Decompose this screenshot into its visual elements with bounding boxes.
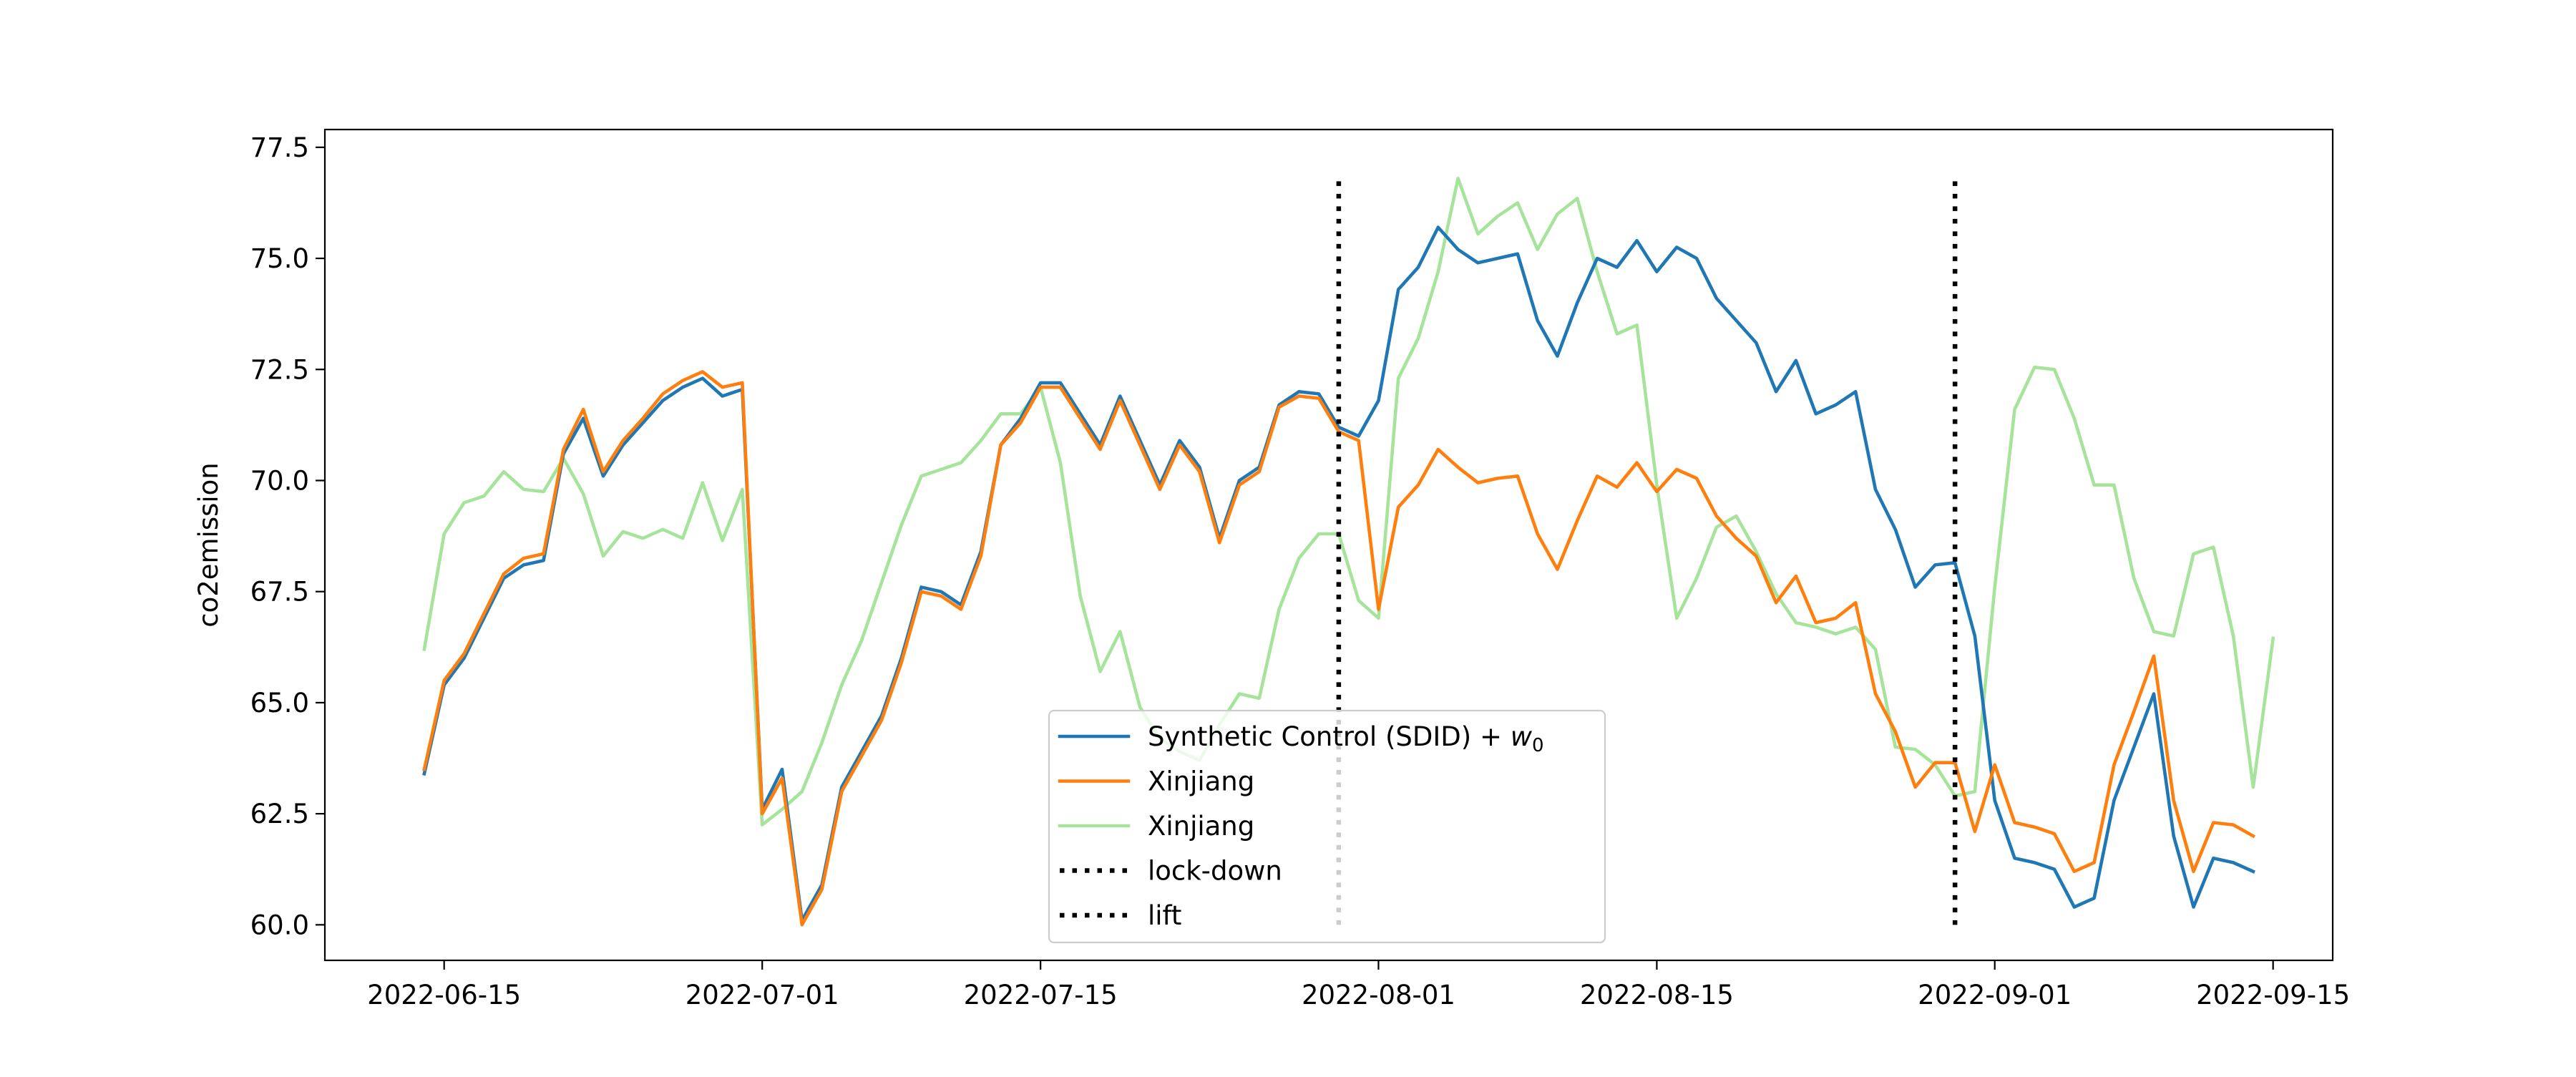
y-tick-label: 70.0	[250, 465, 309, 496]
y-tick-label: 65.0	[250, 688, 309, 718]
y-tick-label: 67.5	[250, 577, 309, 608]
series-lines	[422, 177, 2275, 927]
plot-frame	[323, 128, 2334, 962]
legend-label-lift: lift	[1148, 900, 1181, 931]
x-tick-label: 2022-07-15	[964, 980, 1118, 1010]
legend-box	[1048, 709, 1606, 944]
legend-label-series-2: Xinjiang	[1148, 766, 1254, 797]
x-tick-label: 2022-06-15	[367, 980, 521, 1010]
y-axis-label: co2emission	[193, 462, 224, 628]
legend-label-series-3: Xinjiang	[1148, 811, 1254, 842]
y-tick-label: 62.5	[250, 799, 309, 829]
y-tick-label: 72.5	[250, 354, 309, 385]
y-tick-label: 60.0	[250, 910, 309, 940]
series-line-1	[422, 225, 2255, 922]
x-axis: 2022-06-15 2022-07-01 2022-07-15 2022-08-01…	[367, 960, 2350, 1010]
x-tick-label: 2022-09-01	[1918, 980, 2072, 1010]
legend-label-lock-down: lock-down	[1148, 856, 1282, 887]
x-tick-label: 2022-09-15	[2196, 980, 2350, 1010]
legend: Synthetic Control (SDID) + w0 Xinjiang Xin…	[1048, 709, 1606, 944]
y-axis: 60.0 62.5 65.0 67.5 70.0 72.5 75.0 77.5	[250, 132, 325, 940]
x-tick-label: 2022-07-01	[686, 980, 839, 1010]
series-line-2	[422, 370, 2256, 927]
y-tick-label: 75.0	[250, 243, 309, 274]
x-tick-label: 2022-08-15	[1580, 980, 1734, 1010]
legend-label-series-1: Synthetic Control (SDID) + w0	[1148, 721, 1544, 756]
y-tick-label: 77.5	[250, 132, 309, 163]
legend-entries: Synthetic Control (SDID) + w0 Xinjiang Xin…	[1058, 721, 1544, 931]
x-tick-label: 2022-08-01	[1302, 980, 1455, 1010]
